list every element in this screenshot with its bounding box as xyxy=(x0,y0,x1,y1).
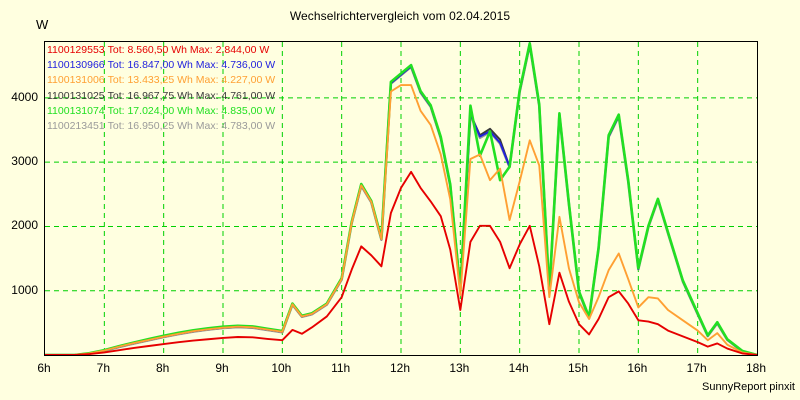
legend-item-id: 1100130966 xyxy=(47,59,105,72)
data-series-line xyxy=(45,84,757,355)
y-axis-tick-label: 1000 xyxy=(11,282,38,297)
x-axis-tick-label: 8h xyxy=(155,361,170,375)
gridlines xyxy=(45,42,757,355)
y-axis-unit-label: W xyxy=(36,17,49,32)
x-axis-tick-label: 10h xyxy=(271,361,292,375)
x-axis-tick-label: 18h xyxy=(745,361,767,375)
plot-area xyxy=(44,41,758,356)
page-title: Wechselrichtervergleich vom 02.04.2015 xyxy=(289,9,511,23)
x-axis-tick-label: 16h xyxy=(627,361,648,375)
x-axis-tick-label: 14h xyxy=(508,361,529,375)
legend-item: 1100129553 Tot: 8.560,50 Wh Max: 2.844,00… xyxy=(47,43,275,58)
legend-item: 1100130966 Tot: 16.847,00 Wh Max: 4.736,0… xyxy=(47,58,275,73)
x-axis-tick-label: 11h xyxy=(331,361,351,375)
plot-inner xyxy=(45,42,757,355)
legend-item: 1100131006 Tot: 13.433,25 Wh Max: 4.227,0… xyxy=(47,73,275,88)
legend-item-stats: Tot: 16.950,25 Wh Max: 4.783,00 W xyxy=(107,120,276,133)
footer-credit: SunnyReport pinxit xyxy=(702,381,795,393)
legend-item-stats: Tot: 17.024,00 Wh Max: 4.835,00 W xyxy=(107,104,276,117)
x-axis-tick-label: 17h xyxy=(686,361,707,375)
y-axis-tick-label: 3000 xyxy=(11,154,38,169)
chart-canvas xyxy=(45,42,757,355)
x-axis-tick-label: 13h xyxy=(449,361,470,375)
x-axis-tick-label: 7h xyxy=(96,361,110,375)
legend-item: 1100213451 Tot: 16.950,25 Wh Max: 4.783,0… xyxy=(47,119,275,134)
legend-item-id: 1100213451 xyxy=(47,120,105,133)
y-axis-tick-label: 4000 xyxy=(11,89,38,104)
data-series-line xyxy=(45,170,757,355)
legend-item-id: 1100129553 xyxy=(47,44,105,56)
legend-item-stats: Tot: 13.433,25 Wh Max: 4.227,00 W xyxy=(107,74,276,87)
x-axis-tick-label: 12h xyxy=(389,361,411,375)
legend-item-stats: Tot: 16.847,00 Wh Max: 4.736,00 W xyxy=(107,59,276,72)
legend-item-id: 1100131074 xyxy=(47,104,105,117)
legend-item: 1100131025 Tot: 16.967,75 Wh Max: 4.761,0… xyxy=(47,89,275,104)
data-series-group xyxy=(45,42,757,355)
legend-item-stats: Tot: 8.560,50 Wh Max: 2.844,00 W xyxy=(107,44,270,56)
x-axis-tick-label: 9h xyxy=(215,361,229,375)
x-axis-tick-label: 15h xyxy=(567,361,589,375)
y-axis-tick-label: 2000 xyxy=(11,218,38,233)
x-axis-tick-label: 6h xyxy=(37,361,51,375)
data-series-line xyxy=(45,42,757,355)
legend-item: 1100131074 Tot: 17.024,00 Wh Max: 4.835,0… xyxy=(47,104,275,119)
legend-item-id: 1100131025 xyxy=(47,89,105,102)
legend-item-stats: Tot: 16.967,75 Wh Max: 4.761,00 W xyxy=(107,89,276,102)
legend: 1100129553 Tot: 8.560,50 Wh Max: 2.844,00… xyxy=(47,43,275,134)
legend-item-id: 1100131006 xyxy=(47,74,105,87)
